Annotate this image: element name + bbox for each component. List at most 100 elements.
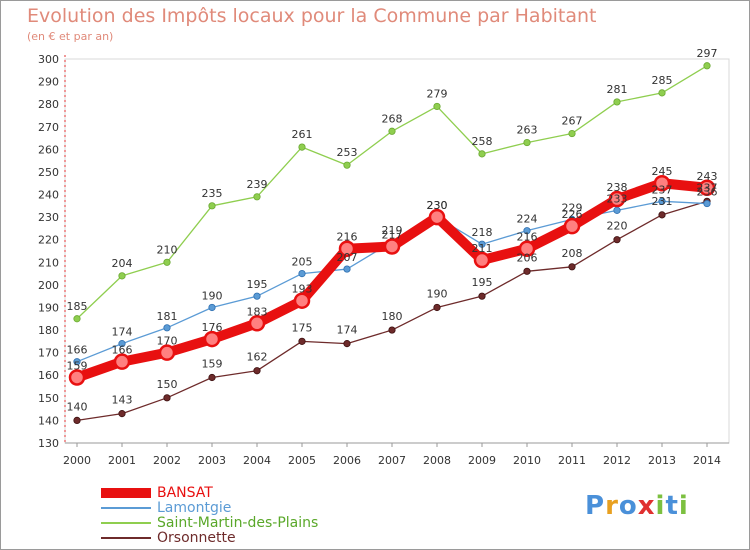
logo-letter: x [637, 491, 656, 521]
data-point [293, 292, 311, 309]
data-label: 211 [472, 242, 493, 255]
data-point [253, 367, 261, 375]
data-label: 230 [427, 199, 448, 212]
data-label: 263 [517, 124, 538, 137]
data-label: 190 [427, 287, 448, 300]
logo-letter: P [585, 491, 606, 521]
data-label: 216 [337, 231, 358, 244]
data-point [343, 265, 351, 273]
legend-swatch [101, 537, 151, 539]
data-label: 174 [112, 326, 133, 339]
data-label: 226 [562, 208, 583, 221]
data-label: 238 [607, 181, 628, 194]
data-point [73, 358, 81, 366]
data-label: 170 [157, 335, 178, 348]
data-label: 190 [202, 289, 223, 302]
logo-letter: i [678, 491, 689, 521]
data-point [298, 269, 306, 278]
data-label: 159 [67, 359, 88, 372]
logo-letter: i [655, 491, 666, 521]
data-point [653, 174, 671, 192]
x-tick-label: 2002 [153, 454, 181, 467]
y-tick-label: 140 [38, 414, 59, 427]
x-tick-label: 2013 [648, 454, 676, 467]
chart-subtitle: (en € et par an) [27, 30, 114, 43]
data-label: 233 [607, 192, 628, 205]
data-label: 217 [382, 228, 403, 241]
data-label: 236 [697, 186, 718, 199]
data-label: 174 [337, 324, 358, 337]
x-tick-label: 2003 [198, 454, 226, 467]
data-label: 143 [112, 394, 133, 407]
data-label: 162 [247, 351, 268, 364]
y-tick-label: 170 [38, 347, 59, 360]
y-tick-label: 260 [38, 143, 59, 156]
y-tick-label: 230 [38, 211, 59, 224]
data-point [338, 240, 356, 257]
data-label: 245 [652, 165, 673, 178]
data-label: 253 [337, 146, 358, 159]
data-point [613, 206, 621, 214]
data-point [658, 89, 666, 97]
proxiti-logo: Proxiti [585, 491, 689, 521]
data-label: 220 [607, 220, 628, 233]
data-point [388, 127, 396, 135]
x-tick-label: 2007 [378, 454, 406, 467]
data-point [118, 272, 126, 280]
data-point [703, 199, 711, 208]
legend-label: BANSAT [157, 485, 213, 501]
data-point [478, 240, 486, 248]
legend-swatch [101, 507, 151, 509]
data-label: 239 [247, 178, 268, 191]
x-tick-label: 2005 [288, 454, 316, 467]
data-label: 297 [697, 47, 718, 60]
legend-item: Lamontgie [101, 500, 361, 516]
y-tick-label: 150 [38, 392, 59, 405]
data-label: 205 [292, 256, 313, 269]
data-point [208, 303, 216, 312]
y-tick-label: 290 [38, 76, 59, 89]
data-label: 185 [67, 300, 88, 313]
data-point [248, 315, 266, 332]
data-label: 206 [517, 251, 538, 264]
y-tick-label: 240 [38, 189, 59, 202]
x-tick-label: 2001 [108, 454, 136, 467]
y-tick-label: 160 [38, 369, 59, 382]
y-tick-label: 220 [38, 234, 59, 247]
data-point [523, 267, 531, 275]
y-tick-label: 130 [38, 437, 59, 450]
x-tick-label: 2010 [513, 454, 541, 467]
legend-item: BANSAT [101, 485, 361, 501]
data-point [568, 129, 576, 138]
data-point [343, 161, 351, 169]
data-point [158, 344, 176, 361]
data-point [298, 143, 306, 151]
data-point [568, 263, 576, 271]
data-label: 183 [247, 305, 268, 318]
data-label: 181 [157, 310, 178, 323]
data-label: 218 [472, 226, 493, 239]
data-label: 140 [67, 400, 88, 413]
legend-swatch [101, 522, 151, 524]
data-label: 279 [427, 87, 448, 100]
data-point [473, 251, 491, 269]
data-point [203, 330, 221, 348]
data-point [163, 324, 171, 332]
data-point [563, 217, 581, 235]
data-label: 195 [472, 276, 493, 289]
legend-item: Saint-Martin-des-Plains [101, 515, 361, 531]
x-tick-label: 2012 [603, 454, 631, 467]
data-point [118, 410, 126, 418]
data-point [428, 208, 446, 226]
y-tick-label: 190 [38, 301, 59, 314]
data-point [73, 416, 81, 425]
legend-label: Orsonnette [157, 530, 236, 546]
logo-letter: t [665, 491, 679, 521]
data-point [388, 326, 396, 334]
data-label: 285 [652, 74, 673, 87]
data-point [613, 98, 621, 106]
data-label: 224 [517, 213, 538, 226]
data-point [208, 373, 216, 382]
data-point [518, 240, 536, 257]
